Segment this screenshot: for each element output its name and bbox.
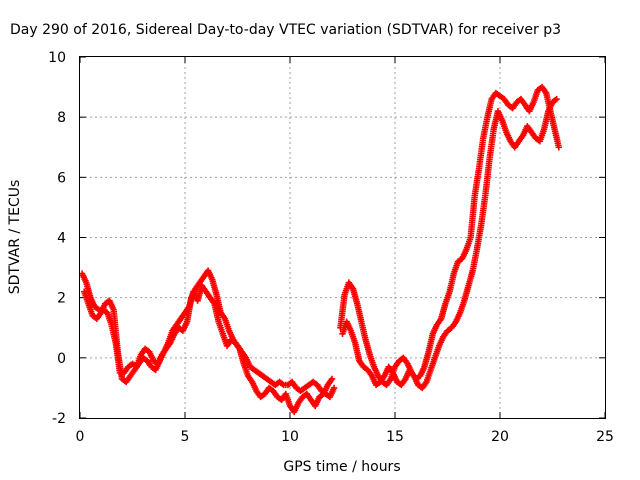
x-tick-label: 15 <box>386 429 404 445</box>
x-tick-label: 20 <box>491 429 509 445</box>
y-tick-label: 2 <box>57 291 66 307</box>
data-point <box>555 144 562 151</box>
y-tick-label: 10 <box>48 50 66 66</box>
data-point <box>553 95 560 103</box>
series-A <box>78 267 338 401</box>
plot-frame <box>79 56 606 419</box>
data-points <box>78 83 562 416</box>
chart-title: Day 290 of 2016, Sidereal Day-to-day VTE… <box>10 22 561 38</box>
series-B <box>81 282 336 416</box>
y-tick-label: 0 <box>57 351 66 367</box>
data-point <box>330 384 338 392</box>
y-axis-label: SDTVAR / TECUs <box>7 180 23 295</box>
x-tick-label: 5 <box>181 429 190 445</box>
y-tick-label: 8 <box>57 110 66 126</box>
y-tick-label: -2 <box>52 411 66 427</box>
x-axis-ticks: 0 5 10 15 20 25 <box>76 57 614 445</box>
series-D <box>339 95 560 392</box>
x-tick-label: 0 <box>76 429 85 445</box>
x-tick-label: 25 <box>596 429 614 445</box>
y-tick-label: 6 <box>57 170 66 186</box>
series-C <box>337 83 562 389</box>
y-tick-label: 4 <box>57 231 66 247</box>
x-tick-label: 10 <box>281 429 299 445</box>
data-point <box>328 375 336 383</box>
x-axis-label: GPS time / hours <box>283 459 400 475</box>
